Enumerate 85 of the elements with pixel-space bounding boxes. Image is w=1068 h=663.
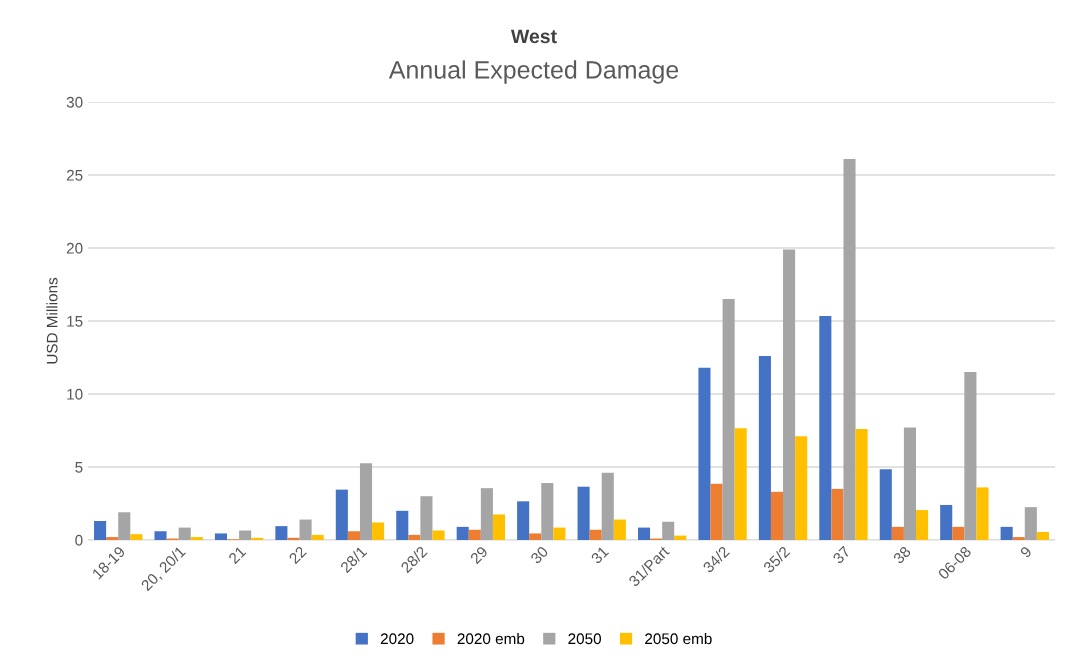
x-tick-label: 29 [469, 545, 489, 565]
y-axis-title: USD Millions [46, 277, 58, 364]
bar [952, 526, 965, 540]
bar [239, 530, 252, 540]
bar [408, 534, 421, 540]
chart-title: West [510, 29, 557, 44]
bar [976, 487, 989, 540]
x-tick-label: 35/2 [762, 545, 791, 574]
bar [468, 529, 481, 540]
bar [335, 489, 348, 540]
bar [831, 488, 844, 540]
bar [396, 510, 409, 540]
bar [432, 530, 445, 540]
bar [1036, 531, 1049, 540]
bar [517, 501, 530, 540]
x-tick-label: 9 [1019, 545, 1033, 559]
bar [613, 519, 626, 540]
bar [601, 472, 614, 540]
bar [372, 522, 385, 540]
bar [480, 488, 493, 540]
y-tick-label: 15 [67, 316, 83, 327]
bar [674, 535, 687, 540]
bar [783, 249, 796, 540]
bar [758, 356, 771, 540]
y-tick-label: 20 [66, 242, 83, 254]
x-tick-label: 38 [892, 545, 912, 565]
bar [734, 428, 747, 540]
bar [154, 531, 167, 540]
bar [553, 527, 566, 540]
bar [879, 469, 892, 540]
bar [190, 537, 203, 540]
y-tick-label: 30 [66, 96, 83, 108]
bar [843, 158, 856, 540]
bar [287, 537, 300, 540]
bar [1024, 507, 1037, 540]
bar [577, 486, 590, 540]
bar [178, 527, 191, 540]
bar [94, 521, 107, 540]
bar [855, 429, 868, 540]
y-tick-label: 0 [75, 534, 83, 546]
bar [698, 367, 711, 540]
bar [795, 436, 808, 540]
bar [770, 491, 784, 540]
bar [819, 315, 832, 540]
legend-label: 2050 emb [645, 632, 712, 645]
bar [492, 514, 506, 540]
bar [1012, 537, 1025, 540]
bar [118, 512, 131, 540]
x-tick-label: 30 [529, 545, 549, 565]
bar [299, 519, 312, 540]
bar [964, 372, 977, 540]
bar [662, 521, 675, 540]
bar [420, 496, 433, 540]
bar [589, 529, 602, 540]
bar [637, 527, 651, 540]
bar [710, 483, 723, 540]
bar [903, 427, 916, 540]
legend-label: 2050 [568, 633, 601, 645]
bar [106, 537, 119, 540]
y-tick-label: 25 [66, 169, 83, 181]
legend-label: 2020 [380, 633, 414, 645]
bar [275, 526, 288, 540]
x-tick-label: 22 [288, 545, 307, 565]
bar [456, 526, 469, 540]
y-tick-label: 10 [67, 388, 83, 400]
chart-subtitle: Annual Expected Damage [388, 60, 679, 84]
x-tick-label: 28/1 [339, 545, 368, 574]
x-tick-label: 37 [832, 545, 851, 565]
bar [251, 537, 264, 540]
bar [130, 534, 143, 540]
legend-label: 2020 emb [457, 632, 525, 645]
bar [1000, 526, 1013, 540]
bar [359, 463, 373, 540]
bar [214, 533, 228, 540]
bar [541, 483, 554, 540]
bar [529, 533, 542, 540]
x-tick-label: 31 [590, 545, 610, 565]
bar [722, 299, 735, 540]
y-tick-label: 5 [75, 462, 83, 473]
bar [940, 504, 953, 540]
x-tick-label: 21 [227, 545, 247, 565]
bar [311, 534, 324, 540]
bar [915, 510, 929, 540]
bar [347, 531, 360, 540]
bar [891, 526, 904, 540]
